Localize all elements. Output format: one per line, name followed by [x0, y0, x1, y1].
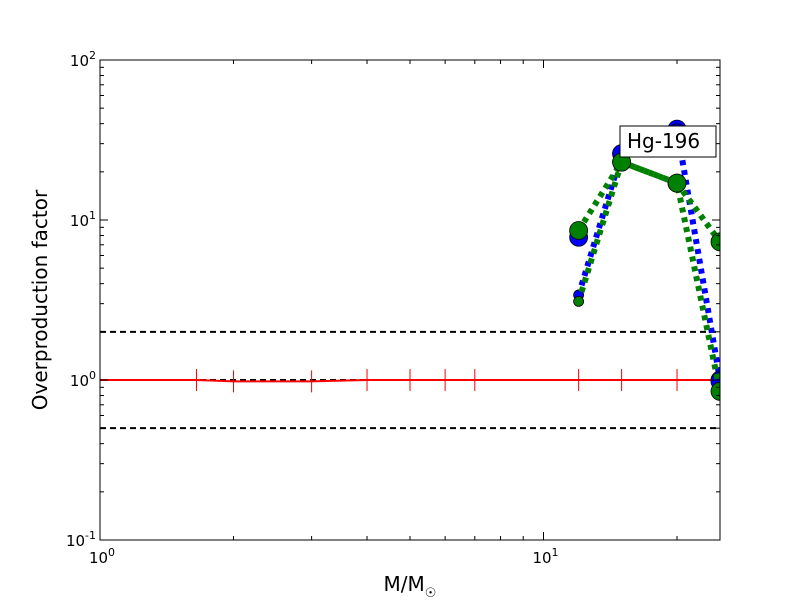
- series-4-point-2: [667, 173, 687, 193]
- y-tick-label-2: 102: [70, 49, 96, 70]
- x-tick-label-1: 101: [532, 546, 558, 567]
- axes-frame-layer: [99, 59, 721, 541]
- plot-layer: [100, 119, 720, 430]
- y-tick-label-2-base: 10: [70, 52, 89, 70]
- y-tick-label-0-exponent: 0: [89, 369, 96, 382]
- y-tick-label-0-base: 10: [70, 372, 89, 390]
- series-3-line: [575, 158, 720, 392]
- annotation-box: [619, 125, 717, 158]
- series-4-line: [576, 158, 720, 244]
- x-tick-label-1-base: 10: [532, 549, 551, 567]
- series-4-point-0: [569, 221, 589, 240]
- y-axis-label: Overproduction factor: [28, 189, 52, 410]
- y-tick-label--1: 10-1: [66, 529, 96, 550]
- y-tick-label--1-exponent: -1: [85, 529, 96, 542]
- annotation-label: Hg-196: [627, 129, 700, 153]
- x-tick-label-0-base: 10: [89, 549, 108, 567]
- y-tick-label-1: 101: [70, 209, 96, 230]
- x-axis-label-main: M/M: [384, 572, 425, 596]
- x-axis-label: M/M☉: [384, 572, 437, 600]
- x-tick-label-0: 100: [89, 546, 115, 567]
- y-tick-label-1-base: 10: [70, 212, 89, 230]
- plot-data-group: [100, 119, 720, 430]
- x-tick-label-1-exponent: 1: [552, 546, 559, 559]
- y-tick-label--1-base: 10: [66, 532, 85, 550]
- series-3-point-0: [573, 295, 585, 307]
- y-tick-label-2-exponent: 2: [89, 49, 96, 62]
- annotation-layer: Hg-196: [619, 125, 717, 158]
- y-tick-label-0: 100: [70, 369, 96, 390]
- x-axis-label-sun-symbol: ☉: [425, 586, 437, 600]
- x-tick-label-0-exponent: 0: [108, 546, 115, 559]
- series-4-point-3: [710, 232, 720, 252]
- y-tick-label-1-exponent: 1: [89, 209, 96, 222]
